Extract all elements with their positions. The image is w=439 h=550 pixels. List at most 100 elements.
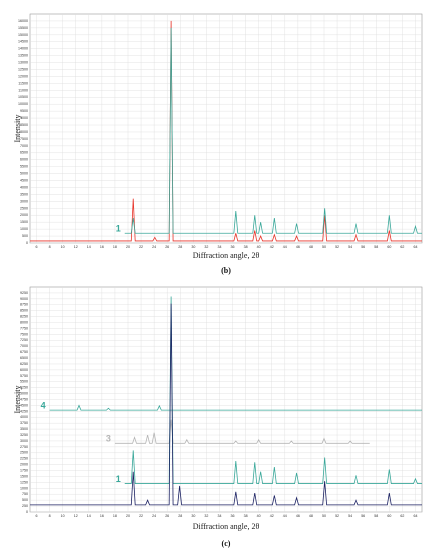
y-tick-label: 5000	[20, 392, 28, 396]
y-tick-label: 4000	[20, 415, 28, 419]
y-tick-label: 2500	[20, 206, 28, 210]
x-axis-title: Diffraction angle, 2θ	[193, 251, 260, 260]
x-tick-label: 18	[113, 514, 117, 518]
y-tick-label: 5500	[20, 165, 28, 169]
x-tick-label: 44	[283, 245, 287, 249]
y-tick-label: 10500	[18, 95, 28, 99]
y-tick-label: 11000	[18, 88, 28, 92]
x-tick-label: 14	[87, 514, 91, 518]
y-tick-label: 1500	[20, 474, 28, 478]
y-tick-label: 2500	[20, 451, 28, 455]
y-tick-label: 500	[22, 498, 28, 502]
x-tick-label: 44	[283, 514, 287, 518]
x-tick-label: 42	[270, 245, 274, 249]
series-label: 1	[116, 474, 121, 484]
x-tick-label: 10	[61, 245, 65, 249]
y-tick-label: 6000	[20, 158, 28, 162]
y-tick-label: 14000	[18, 47, 28, 51]
y-tick-label: 0	[26, 510, 28, 514]
y-tick-label: 1750	[20, 469, 28, 473]
x-tick-label: 46	[296, 245, 300, 249]
x-tick-label: 32	[204, 245, 208, 249]
x-tick-label: 62	[400, 514, 404, 518]
data-line	[124, 27, 422, 234]
y-tick-label: 3250	[20, 433, 28, 437]
y-tick-label: 1000	[20, 227, 28, 231]
caption: (b)	[221, 266, 231, 275]
y-tick-label: 5750	[20, 374, 28, 378]
x-tick-label: 6	[36, 514, 38, 518]
x-tick-label: 16	[100, 245, 104, 249]
x-tick-label: 64	[413, 514, 417, 518]
x-tick-label: 40	[257, 245, 261, 249]
y-tick-label: 500	[22, 234, 28, 238]
x-tick-label: 8	[49, 245, 51, 249]
x-tick-label: 36	[231, 514, 235, 518]
y-tick-label: 10000	[18, 102, 28, 106]
x-tick-label: 38	[244, 245, 248, 249]
x-tick-label: 54	[348, 245, 352, 249]
y-tick-label: 8000	[20, 130, 28, 134]
x-tick-label: 14	[87, 245, 91, 249]
x-tick-label: 60	[387, 514, 391, 518]
y-tick-label: 8750	[20, 303, 28, 307]
series-label: 4	[41, 401, 46, 411]
data-line	[30, 20, 422, 242]
y-tick-label: 4500	[20, 178, 28, 182]
y-tick-label: 3500	[20, 427, 28, 431]
x-tick-label: 54	[348, 514, 352, 518]
x-tick-label: 18	[113, 245, 117, 249]
x-tick-label: 62	[400, 245, 404, 249]
y-tick-label: 3750	[20, 421, 28, 425]
data-line	[49, 404, 422, 411]
y-tick-label: 6750	[20, 350, 28, 354]
series-label: 3	[106, 434, 111, 444]
series-label: 1	[116, 224, 121, 234]
y-tick-label: 3500	[20, 192, 28, 196]
x-tick-label: 28	[178, 514, 182, 518]
x-tick-label: 32	[204, 514, 208, 518]
y-axis-title: Intensity	[13, 115, 22, 143]
y-tick-label: 7500	[20, 137, 28, 141]
y-tick-label: 2750	[20, 445, 28, 449]
y-tick-label: 750	[22, 492, 28, 496]
x-tick-label: 34	[217, 514, 221, 518]
y-tick-label: 6500	[20, 151, 28, 155]
x-tick-label: 36	[231, 245, 235, 249]
x-tick-label: 12	[74, 245, 78, 249]
y-tick-label: 2000	[20, 213, 28, 217]
y-tick-label: 4500	[20, 403, 28, 407]
y-tick-label: 4750	[20, 397, 28, 401]
y-tick-label: 2000	[20, 463, 28, 467]
x-tick-label: 50	[322, 514, 326, 518]
x-tick-label: 26	[165, 245, 169, 249]
x-axis-title: Diffraction angle, 2θ	[193, 522, 260, 531]
y-tick-label: 7000	[20, 344, 28, 348]
y-axis-title: Intensity	[13, 386, 22, 414]
x-tick-label: 20	[126, 514, 130, 518]
y-tick-label: 14500	[18, 40, 28, 44]
y-tick-label: 13000	[18, 61, 28, 65]
y-tick-label: 9250	[20, 291, 28, 295]
y-tick-label: 6000	[20, 368, 28, 372]
y-tick-label: 7250	[20, 338, 28, 342]
x-tick-label: 34	[217, 245, 221, 249]
y-tick-label: 3000	[20, 199, 28, 203]
y-tick-label: 6250	[20, 362, 28, 366]
x-tick-label: 60	[387, 245, 391, 249]
y-tick-label: 7750	[20, 326, 28, 330]
y-tick-label: 13500	[18, 54, 28, 58]
plot-area	[29, 13, 423, 244]
y-tick-label: 250	[22, 504, 28, 508]
caption: (c)	[222, 539, 231, 548]
data-line	[114, 419, 370, 444]
y-tick-label: 12000	[18, 74, 28, 78]
x-tick-label: 56	[361, 514, 365, 518]
x-tick-label: 52	[335, 245, 339, 249]
y-tick-label: 5250	[20, 386, 28, 390]
x-tick-label: 46	[296, 514, 300, 518]
x-tick-label: 38	[244, 514, 248, 518]
data-line	[30, 303, 422, 506]
y-tick-label: 8000	[20, 320, 28, 324]
